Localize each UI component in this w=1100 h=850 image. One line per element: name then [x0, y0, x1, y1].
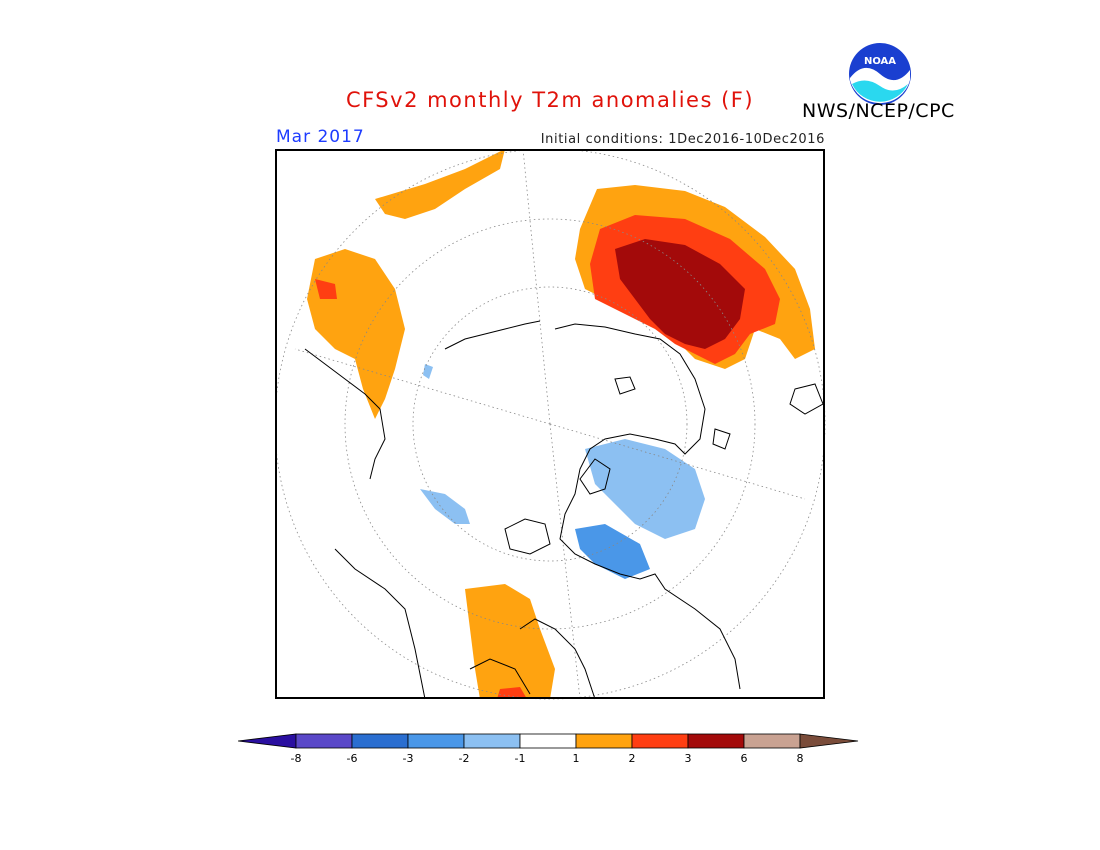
- colorbar-swatch-lt-8: [238, 733, 297, 749]
- warm-anomaly-south: [465, 584, 555, 699]
- initial-conditions: Initial conditions: 1Dec2016-10Dec2016: [540, 132, 825, 147]
- colorbar-tick-label: 2: [628, 752, 636, 765]
- cold-anomaly-small: [423, 364, 433, 379]
- anomaly-fields: [307, 149, 815, 699]
- noaa-logo-text: NOAA: [864, 56, 896, 67]
- hot-anomaly-alaska: [315, 279, 337, 299]
- colorbar-tick-label: -3: [402, 752, 414, 765]
- very-hot-anomaly-eurasia: [615, 239, 745, 349]
- colorbar: [238, 733, 859, 749]
- colorbar-swatch-1-2: [575, 733, 633, 749]
- colorbar-swatch-3-6: [687, 733, 745, 749]
- colorbar-swatch-2-3: [631, 733, 689, 749]
- colorbar-swatch-m3-m2: [407, 733, 465, 749]
- warm-anomaly-northwest: [375, 149, 505, 219]
- colorbar-swatch-m1-1: [519, 733, 577, 749]
- colorbar-swatch-m6-m3: [351, 733, 409, 749]
- polar-map: [275, 149, 826, 700]
- strong-cold-anomaly-canada: [575, 524, 650, 579]
- colorbar-swatch-gt-8: [799, 733, 859, 749]
- map-frame: [275, 149, 825, 699]
- colorbar-tick-label: 1: [572, 752, 580, 765]
- valid-month: Mar 2017: [276, 127, 365, 147]
- coastlines: [304, 320, 824, 700]
- noaa-logo: NOAA: [846, 40, 914, 112]
- colorbar-tick-label: -2: [458, 752, 470, 765]
- colorbar-tick-label: -1: [514, 752, 526, 765]
- colorbar-tick-label: 6: [740, 752, 748, 765]
- hot-anomaly-south: [497, 687, 527, 699]
- colorbar-swatch-m8-m6: [295, 733, 353, 749]
- colorbar-tick-label: -8: [290, 752, 302, 765]
- colorbar-swatch-6-8: [743, 733, 801, 749]
- agency-label: NWS/NCEP/CPC: [802, 100, 955, 122]
- cold-anomaly-pacific: [420, 489, 470, 524]
- map-title: CFSv2 monthly T2m anomalies (F): [345, 88, 755, 112]
- colorbar-tick-label: -6: [346, 752, 358, 765]
- colorbar-tick-label: 8: [796, 752, 804, 765]
- colorbar-tick-label: 3: [684, 752, 692, 765]
- cold-anomaly-canada: [585, 439, 705, 539]
- colorbar-swatch-m2-m1: [463, 733, 521, 749]
